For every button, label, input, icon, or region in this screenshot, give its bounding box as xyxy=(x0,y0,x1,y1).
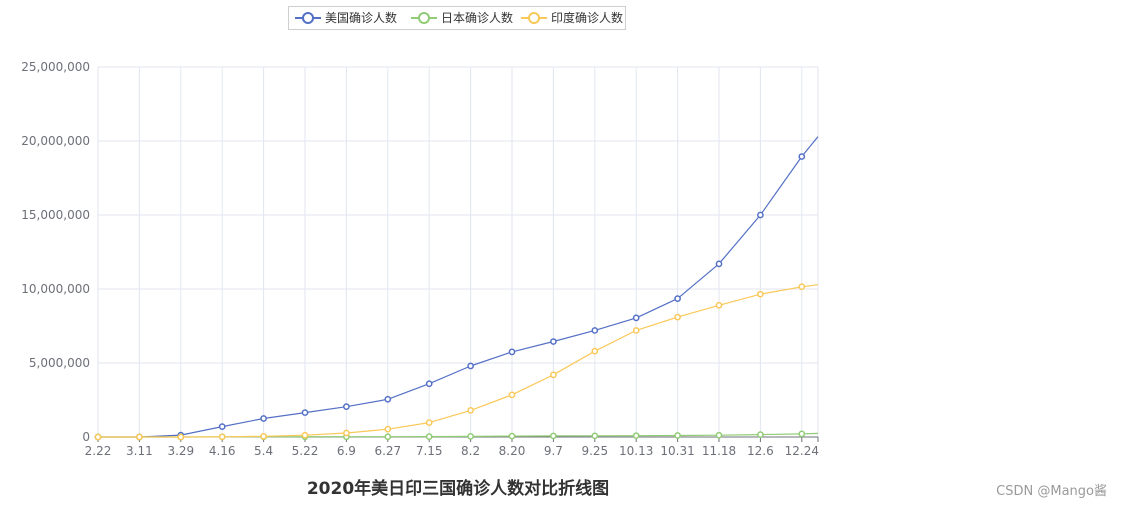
y-tick-label: 20,000,000 xyxy=(21,134,90,148)
chart-title: 2020年美日印三国确诊人数对比折线图 xyxy=(306,479,610,499)
data-point-2 xyxy=(798,283,806,291)
x-tick-label: 10.13 xyxy=(619,444,653,458)
legend-marker-icon xyxy=(302,12,314,24)
data-point-2 xyxy=(343,429,350,437)
data-point-0 xyxy=(218,423,226,430)
legend-marker-icon xyxy=(528,12,540,24)
x-tick-label: 10.31 xyxy=(660,444,694,458)
data-point-2 xyxy=(177,433,185,441)
y-tick-label: 0 xyxy=(82,430,90,444)
series-line-0 xyxy=(98,136,819,438)
x-tick-label: 12.24 xyxy=(785,444,819,458)
chart-legend[interactable]: 美国确诊人数 日本确诊人数 印度确诊人数 xyxy=(288,6,626,30)
data-point-2 xyxy=(632,327,640,334)
data-point-0 xyxy=(301,409,309,416)
data-point-0 xyxy=(798,153,806,160)
data-point-2 xyxy=(260,432,267,440)
data-point-0 xyxy=(508,348,516,356)
x-tick-label: 9.7 xyxy=(544,444,563,458)
x-tick-label: 2.22 xyxy=(85,444,112,458)
y-tick-label: 25,000,000 xyxy=(21,60,90,74)
data-point-2 xyxy=(384,425,392,433)
legend-item-label: 印度确诊人数 xyxy=(551,10,623,25)
data-point-0 xyxy=(550,338,557,345)
data-point-2 xyxy=(715,301,723,309)
data-point-2 xyxy=(757,290,764,298)
x-tick-label: 6.9 xyxy=(337,444,356,458)
y-tick-label: 5,000,000 xyxy=(29,356,90,370)
data-point-2 xyxy=(550,371,557,379)
x-tick-label: 6.27 xyxy=(374,444,401,458)
x-tick-label: 8.20 xyxy=(499,444,526,458)
x-tick-label: 7.15 xyxy=(416,444,443,458)
series-line-2 xyxy=(98,284,819,438)
watermark-text: CSDN @Mango酱 xyxy=(996,484,1107,499)
data-point-0 xyxy=(715,260,723,268)
legend-item-label: 日本确诊人数 xyxy=(441,10,513,25)
data-point-0 xyxy=(260,415,267,422)
data-point-1 xyxy=(757,431,764,438)
legend-item-label: 美国确诊人数 xyxy=(325,10,397,25)
y-tick-label: 15,000,000 xyxy=(21,208,90,222)
data-point-1 xyxy=(674,432,681,439)
data-point-2 xyxy=(591,347,599,355)
x-tick-label: 9.25 xyxy=(581,444,608,458)
x-tick-label: 3.29 xyxy=(167,444,194,458)
data-point-0 xyxy=(343,403,350,411)
data-point-2 xyxy=(136,433,143,441)
data-point-2 xyxy=(467,407,474,414)
x-tick-label: 11.18 xyxy=(702,444,736,458)
legend-marker-icon xyxy=(418,12,430,24)
data-point-2 xyxy=(425,419,433,426)
data-point-1 xyxy=(632,432,640,440)
y-tick-label: 10,000,000 xyxy=(21,282,90,296)
data-point-1 xyxy=(508,432,516,440)
data-point-0 xyxy=(384,395,392,403)
data-point-1 xyxy=(798,430,806,438)
data-point-1 xyxy=(467,433,474,440)
x-tick-label: 12.6 xyxy=(747,444,774,458)
data-point-0 xyxy=(591,327,599,334)
data-point-1 xyxy=(425,433,433,440)
data-point-2 xyxy=(94,433,102,441)
data-point-0 xyxy=(674,295,681,302)
data-point-0 xyxy=(757,211,764,219)
x-tick-label: 4.16 xyxy=(209,444,236,458)
data-point-2 xyxy=(674,313,681,321)
data-point-0 xyxy=(467,362,474,370)
data-point-0 xyxy=(425,380,433,388)
data-point-2 xyxy=(508,391,516,399)
data-point-1 xyxy=(550,432,557,440)
x-tick-label: 5.22 xyxy=(292,444,319,458)
data-point-1 xyxy=(715,431,723,439)
x-tick-label: 8.2 xyxy=(461,444,480,458)
x-tick-label: 5.4 xyxy=(254,444,273,458)
data-point-2 xyxy=(301,431,309,439)
x-tick-label: 3.11 xyxy=(126,444,153,458)
data-point-0 xyxy=(632,314,640,322)
data-point-1 xyxy=(384,433,392,441)
data-point-1 xyxy=(591,432,599,440)
data-point-2 xyxy=(218,433,226,441)
